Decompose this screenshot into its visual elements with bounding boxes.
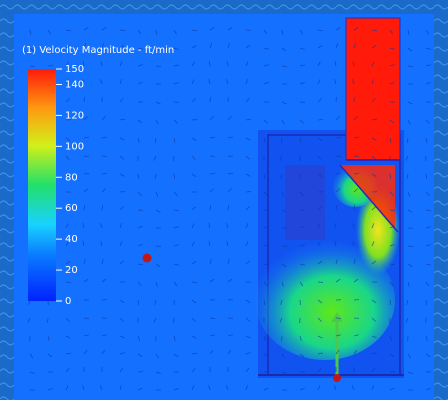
- tick-label: 120: [65, 110, 84, 121]
- tick-label: 0: [65, 296, 71, 307]
- arrow: [210, 318, 215, 319]
- tick-label: 150: [65, 64, 84, 75]
- tick-label: 60: [65, 203, 78, 214]
- tick-label: 20: [65, 265, 78, 276]
- legend-title: (1) Velocity Magnitude - ft/min: [22, 45, 174, 56]
- arrow: [336, 156, 341, 157]
- color-bar: [28, 69, 56, 301]
- arrow: [336, 173, 341, 174]
- viewport: (1) Velocity Magnitude - ft/min 150 140 12…: [0, 0, 448, 400]
- tick-label: 80: [65, 172, 78, 183]
- arrow: [336, 318, 341, 319]
- tick-label: 100: [65, 141, 84, 152]
- tick-label: 140: [65, 79, 84, 90]
- tick-label: 40: [65, 234, 78, 245]
- arrow: [84, 97, 85, 102]
- arrow: [120, 191, 125, 192]
- arrow: [318, 119, 323, 120]
- arrow: [192, 282, 197, 283]
- page: (1) Velocity Magnitude - ft/min 150 140 12…: [0, 0, 448, 400]
